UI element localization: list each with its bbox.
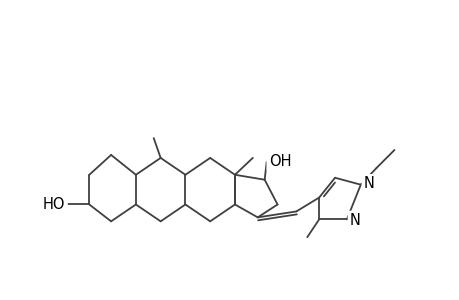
Text: N: N: [349, 213, 360, 228]
Text: N: N: [363, 176, 374, 191]
Text: OH: OH: [268, 154, 291, 169]
Text: HO: HO: [43, 197, 65, 212]
